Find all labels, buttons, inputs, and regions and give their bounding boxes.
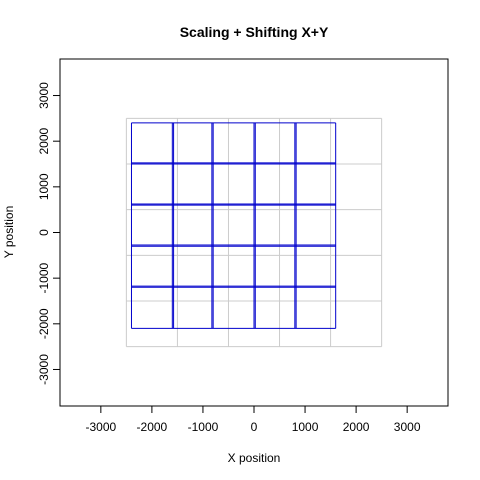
x-tick-label: -1000 [188,420,219,434]
x-axis-label: X position [228,451,281,465]
x-axis: -3000 -2000 -1000 0 1000 2000 3000 [85,405,421,434]
y-tick-label: 1000 [37,173,51,200]
y-tick-label: 3000 [37,82,51,109]
y-tick-label: 2000 [37,128,51,155]
x-tick-label: 2000 [343,420,370,434]
y-axis: -3000 -2000 -1000 0 1000 2000 3000 [37,82,61,385]
x-tick-label: 3000 [394,420,421,434]
x-tick-label: -2000 [137,420,168,434]
chart-title: Scaling + Shifting X+Y [180,24,329,40]
y-tick-label: -2000 [37,308,51,339]
x-tick-label: 0 [251,420,258,434]
x-tick-label: -3000 [85,420,116,434]
y-axis-label: Y position [2,206,16,258]
y-tick-label: -1000 [37,262,51,293]
y-tick-label: -3000 [37,354,51,385]
x-tick-label: 1000 [292,420,319,434]
y-tick-label: 0 [37,229,51,236]
transformed-grid [130,122,337,329]
